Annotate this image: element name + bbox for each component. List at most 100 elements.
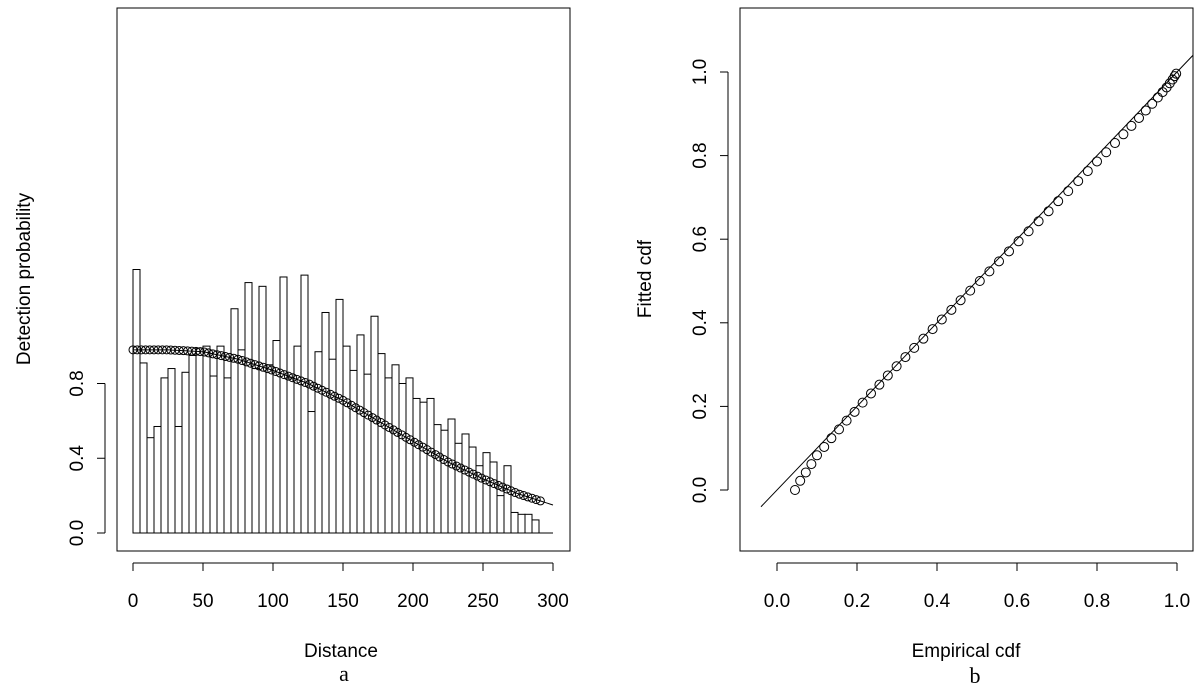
histogram-bar xyxy=(188,354,197,534)
observation-point xyxy=(225,352,235,362)
histogram-bar xyxy=(174,425,183,534)
y-tick-label: 0.8 xyxy=(690,142,711,168)
observation-point xyxy=(527,493,537,503)
x-tick-label: 0.4 xyxy=(924,591,951,612)
cdf-point xyxy=(841,415,852,426)
observation-point xyxy=(195,347,205,357)
histogram-bar xyxy=(405,377,414,534)
observation-point xyxy=(456,463,466,473)
cdf-point xyxy=(1073,176,1084,187)
histogram-bar xyxy=(265,364,274,534)
observation-point xyxy=(325,389,335,399)
cdf-point xyxy=(795,475,806,486)
x-tick-label: 200 xyxy=(397,591,429,612)
y-tick-label: 0.0 xyxy=(67,520,88,546)
cdf-point xyxy=(790,485,800,495)
cdf-point xyxy=(891,361,902,372)
histogram-bar xyxy=(209,375,218,534)
histogram-bar xyxy=(412,397,421,534)
histogram-bar xyxy=(363,373,372,534)
panel-b-x-axis: 0.0 0.2 0.4 0.6 0.8 1.0 xyxy=(764,562,1190,612)
panel-a-letter: a xyxy=(339,661,349,686)
cdf-point xyxy=(1140,105,1151,116)
cdf-point xyxy=(1043,206,1054,217)
observation-point xyxy=(519,491,529,501)
x-tick-label: 0.0 xyxy=(764,591,790,612)
observation-point xyxy=(199,347,209,357)
cdf-point xyxy=(1063,186,1074,197)
histogram-bar xyxy=(160,377,169,534)
histogram-bar xyxy=(524,513,533,534)
observation-point xyxy=(502,484,512,494)
histogram-bar xyxy=(139,362,148,534)
x-tick-label: 250 xyxy=(467,591,499,612)
panel-b-points xyxy=(790,68,1182,495)
y-tick-label: 1.0 xyxy=(690,59,711,85)
cdf-point xyxy=(866,388,876,399)
histogram-bar xyxy=(195,347,204,534)
observation-point xyxy=(283,371,293,381)
y-tick-label: 0.4 xyxy=(67,445,88,472)
x-tick-label: 1.0 xyxy=(1164,591,1190,612)
panel-a: 0 50 100 150 200 250 300 0.0 0.4 0.8 Distance De… xyxy=(14,7,571,686)
histogram-bar xyxy=(447,418,456,534)
histogram-bar xyxy=(349,369,358,534)
panel-a-y-axis: 0.0 0.4 0.8 xyxy=(67,370,106,546)
observation-point xyxy=(300,377,310,387)
observation-point xyxy=(220,352,230,362)
observation-point xyxy=(267,365,277,375)
histogram-bar xyxy=(237,349,246,534)
observation-point xyxy=(317,385,327,395)
observation-point xyxy=(506,486,516,496)
histogram-bar xyxy=(433,424,442,534)
observation-point xyxy=(451,461,461,471)
histogram-bar xyxy=(468,446,477,534)
histogram-bar xyxy=(279,276,288,534)
observation-point xyxy=(216,351,226,361)
cdf-point xyxy=(936,314,947,325)
observation-point xyxy=(447,459,457,469)
cdf-point xyxy=(882,370,893,381)
histogram-bar xyxy=(454,442,463,534)
cdf-point xyxy=(918,333,929,344)
observation-point xyxy=(275,368,285,378)
panel-a-fitted-curve xyxy=(133,349,554,506)
histogram-bar xyxy=(258,285,267,534)
observation-point xyxy=(288,373,298,383)
observation-point xyxy=(208,349,218,359)
histogram-bar xyxy=(223,377,232,534)
observation-point xyxy=(489,479,499,489)
observation-point xyxy=(460,465,470,475)
panel-b-plot-frame xyxy=(739,7,1194,552)
observation-point xyxy=(241,357,251,367)
histogram-bar xyxy=(335,298,344,534)
cdf-point xyxy=(826,433,837,444)
observation-point xyxy=(510,488,520,498)
cdf-point xyxy=(1023,226,1034,237)
histogram-bar xyxy=(181,371,190,534)
cdf-point xyxy=(1169,71,1180,82)
cdf-point xyxy=(1092,156,1102,167)
histogram-bar xyxy=(216,345,225,534)
cdf-point xyxy=(800,467,811,478)
cdf-point xyxy=(1004,246,1014,257)
x-tick-label: 0.2 xyxy=(844,591,870,612)
observation-point xyxy=(485,477,495,487)
observation-point xyxy=(443,457,453,467)
observation-point xyxy=(262,364,272,374)
observation-point xyxy=(313,383,323,393)
cdf-point xyxy=(955,295,966,306)
observation-point xyxy=(204,348,214,358)
cdf-point xyxy=(1033,216,1044,227)
histogram-bar xyxy=(167,368,176,534)
cdf-point xyxy=(1126,120,1137,131)
histogram-bar xyxy=(342,345,351,534)
panel-a-plot-frame xyxy=(116,7,571,552)
cdf-point xyxy=(1101,147,1112,158)
histogram-bar xyxy=(300,274,309,534)
observation-point xyxy=(493,480,503,490)
observation-point xyxy=(229,353,239,363)
panel-b-letter: b xyxy=(970,663,981,688)
histogram-bar xyxy=(153,425,162,534)
cdf-point xyxy=(819,441,830,452)
